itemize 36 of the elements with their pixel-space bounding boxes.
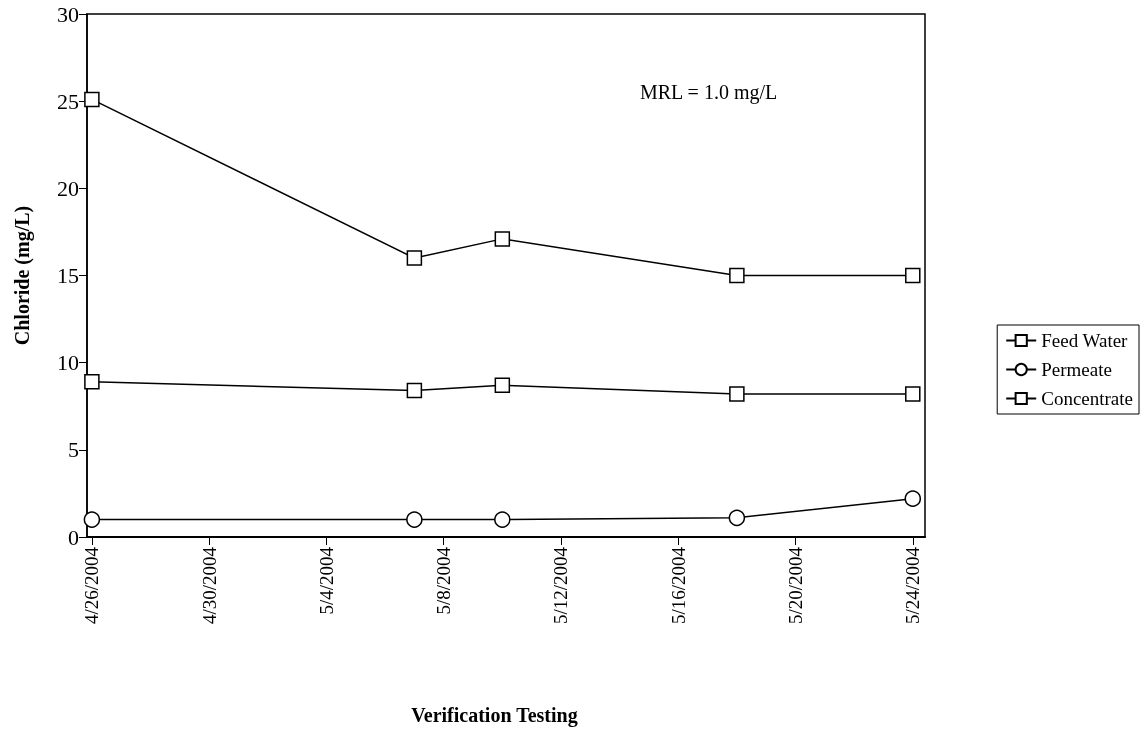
y-tick-label: 0 — [68, 524, 79, 550]
y-axis-title: Chloride (mg/L) — [11, 205, 34, 346]
point — [494, 377, 511, 394]
x-tick-label: 5/24/2004 — [902, 546, 924, 625]
point — [84, 91, 100, 108]
x-tick-label: 5/16/2004 — [667, 546, 689, 625]
point — [494, 231, 511, 247]
x-tick-label: 5/8/2004 — [433, 546, 455, 615]
y-tick-label: 30 — [57, 1, 79, 27]
point — [406, 250, 423, 266]
point — [729, 267, 745, 284]
x-tick-label: 4/30/2004 — [198, 546, 220, 625]
x-tick-label: 4/26/2004 — [81, 546, 103, 625]
annotation: MRL = 1.0 mg/L — [640, 81, 778, 104]
point — [905, 267, 921, 284]
point — [406, 382, 423, 399]
point — [494, 511, 511, 528]
y-tick-label: 5 — [68, 437, 79, 463]
legend-label: Permeate — [1041, 359, 1112, 380]
point — [406, 511, 423, 528]
point — [729, 386, 745, 402]
point — [728, 509, 746, 527]
x-tick-label: 5/4/2004 — [315, 546, 337, 615]
y-tick-label: 20 — [57, 175, 79, 201]
point — [84, 374, 100, 390]
point — [905, 386, 921, 402]
x-axis-title: Verification Testing — [411, 704, 578, 727]
legend-label: Feed Water — [1041, 330, 1129, 351]
legend-label: Concentrate — [1041, 388, 1134, 409]
y-tick-label: 25 — [57, 88, 79, 114]
point — [83, 511, 101, 528]
x-tick-label: 5/20/2004 — [785, 546, 807, 625]
point — [904, 490, 922, 507]
y-tick-label: 10 — [57, 350, 79, 376]
x-tick-label: 5/12/2004 — [550, 546, 572, 625]
y-tick-label: 15 — [57, 263, 79, 288]
